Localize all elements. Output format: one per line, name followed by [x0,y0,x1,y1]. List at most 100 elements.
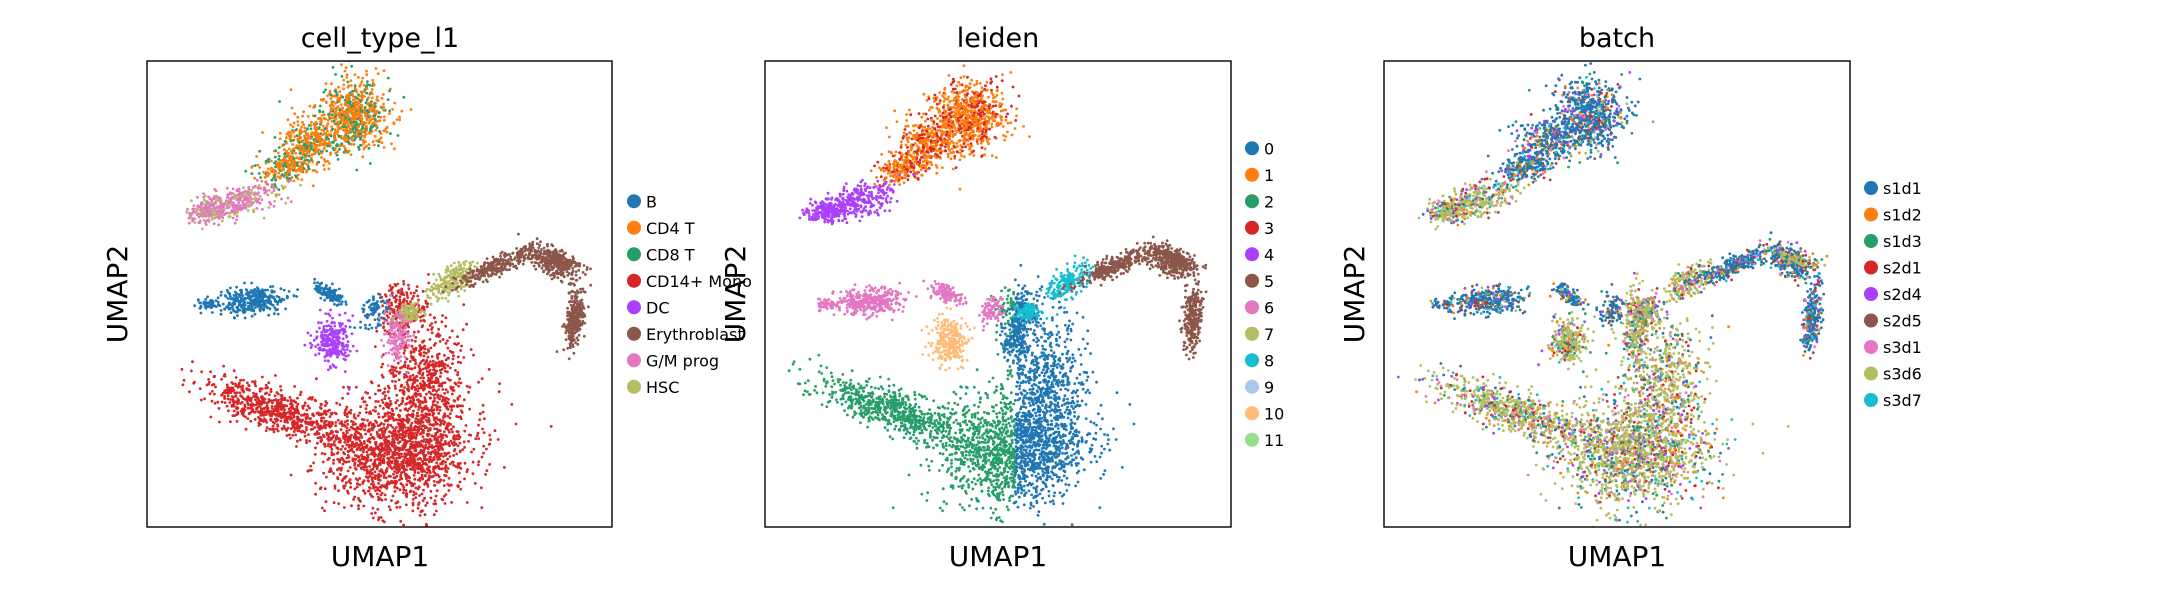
scatter-point [354,103,358,106]
scatter-point [447,476,451,480]
scatter-point [293,422,297,426]
scatter-point [419,400,422,404]
scatter-point [335,144,338,148]
scatter-point [361,424,365,427]
scatter-point [354,88,358,91]
scatter-point [371,472,374,476]
scatter-point [477,423,480,427]
scatter-point [267,313,271,317]
scatter-point [333,484,337,488]
scatter-point [341,95,345,99]
scatter-point [393,429,397,433]
scatter-point [389,132,392,136]
scatter-point [327,112,330,116]
scatter-point [394,465,398,469]
scatter-point [447,441,451,445]
scatter-point [247,203,251,207]
scatter-point [417,451,421,455]
scatter-point [330,125,334,128]
scatter-point [271,285,275,288]
scatter-point [447,451,451,455]
scatter-point [348,127,352,131]
scatter-point [366,439,370,443]
scatter-point [444,460,447,464]
scatter-point [330,120,334,123]
scatter-point [424,301,428,305]
scatter-point [317,160,321,164]
scatter-point [258,307,262,311]
scatter-point [431,412,435,416]
scatter-point [435,405,439,408]
scatter-point [417,503,420,507]
scatter-point [269,399,272,403]
scatter-point [357,93,360,96]
scatter-point [332,141,335,144]
scatter-point [303,134,307,138]
scatter-point [411,497,415,501]
scatter-point [260,198,264,202]
scatter-point [375,95,379,99]
scatter-point [430,363,434,367]
scatter-point [355,441,358,445]
scatter-point [440,320,444,324]
scatter-point [443,392,446,395]
scatter-point [390,368,394,372]
scatter-point [306,415,309,419]
scatter-point [457,471,461,475]
scatter-point [250,397,253,400]
scatter-point [258,149,261,153]
scatter-point [228,388,231,392]
scatter-point [471,472,475,476]
scatter-point [301,406,305,410]
scatter-point [388,403,392,407]
scatter-point [409,108,413,111]
scatter-point [341,396,344,400]
scatter-point [336,120,340,124]
scatter-point [279,397,283,401]
scatter-point [303,420,307,424]
scatter-point [237,201,241,205]
scatter-point [234,394,238,398]
scatter-point [232,207,236,211]
scatter-point [294,400,298,404]
scatter-point [296,173,300,177]
scatter-point [330,412,334,416]
scatter-point [428,338,432,341]
scatter-point [388,411,392,415]
scatter-point [384,294,388,298]
scatter-point [405,291,409,295]
scatter-point [340,466,343,470]
scatter-point [409,450,413,454]
scatter-point [443,354,446,357]
scatter-point [435,441,439,445]
scatter-point [241,200,245,204]
scatter-point [418,442,422,445]
scatter-point [480,506,484,510]
scatter-point [374,419,377,423]
scatter-point [389,460,393,464]
scatter-point [368,104,372,107]
scatter-point [444,442,448,446]
scatter-point [294,151,297,155]
scatter-point [291,423,294,426]
scatter-point [390,431,393,435]
scatter-point [411,503,415,507]
scatter-point [286,196,290,200]
scatter-point [458,435,462,439]
scatter-point [384,394,387,398]
scatter-point [422,318,426,322]
scatter-point [398,415,401,419]
scatter-point [374,446,378,450]
scatter-point [215,199,219,203]
scatter-point [437,388,441,391]
scatter-point [237,198,241,202]
scatter-point [263,410,267,414]
scatter-point [425,501,429,505]
scatter-point [426,348,430,352]
scatter-point [368,486,371,489]
scatter-point [402,468,406,472]
scatter-point [345,131,348,135]
scatter-point [216,206,220,210]
scatter-point [188,390,191,394]
scatter-point [228,215,232,218]
